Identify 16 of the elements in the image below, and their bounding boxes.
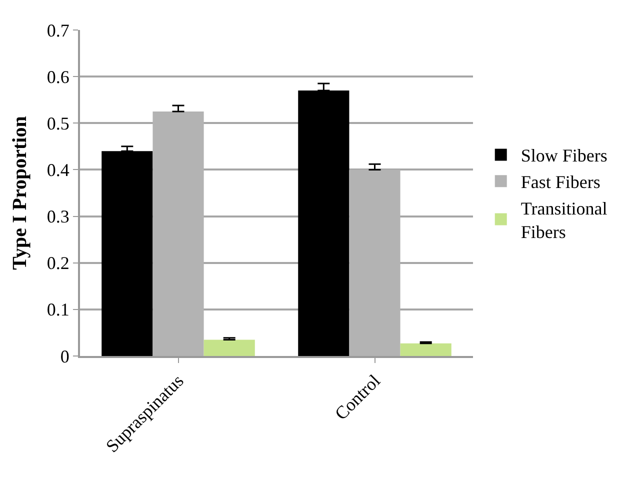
y-tick-label: 0 [60,346,70,366]
y-tick-label: 0.6 [46,66,70,87]
bar [400,343,452,356]
legend-label: Slow Fibers [520,146,608,166]
y-tick-label: 0.2 [46,253,70,274]
legend-label: Fast Fibers [520,172,600,192]
y-tick-label: 0.7 [46,20,70,40]
bar [152,112,204,356]
bar [349,170,400,356]
y-axis-title: Type I Proportion [8,116,31,270]
legend-label: Transitional Fibers [520,198,608,242]
bar [204,340,255,356]
y-tick-label: 0.1 [46,300,70,320]
y-tick-label: 0.5 [46,113,70,134]
y-tick-label: 0.3 [46,206,70,227]
y-tick-label: 0.4 [46,160,70,180]
